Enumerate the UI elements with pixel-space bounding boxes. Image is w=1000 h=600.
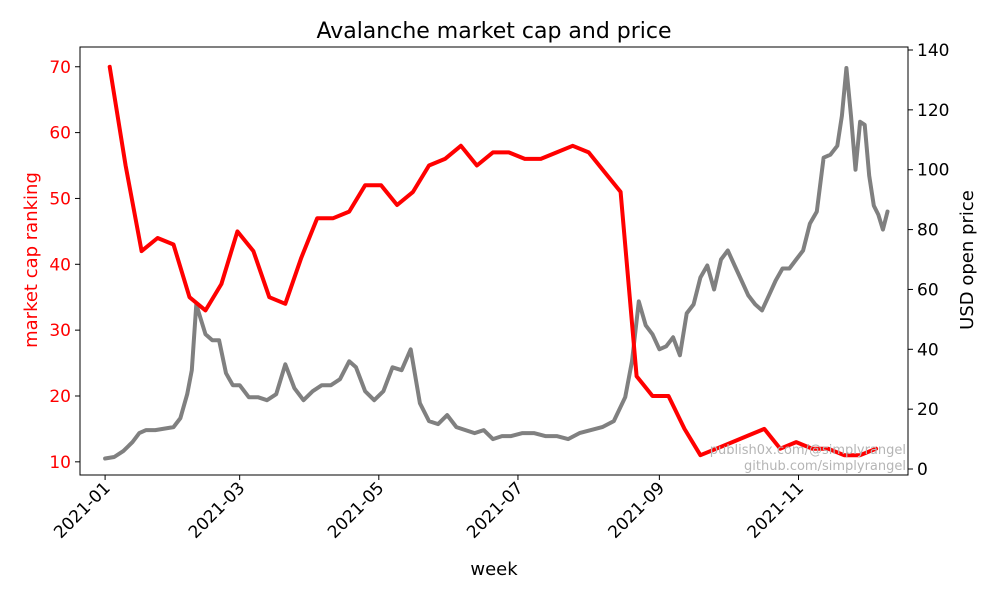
y-right-tick-label: 80 bbox=[917, 221, 939, 241]
x-tick-label: 2021-05 bbox=[324, 478, 388, 542]
y-right-tick-label: 120 bbox=[917, 101, 949, 121]
y-left-tick-label: 10 bbox=[49, 453, 71, 473]
y-left-tick-label: 60 bbox=[49, 124, 71, 144]
plot-frame bbox=[79, 46, 909, 476]
x-tick-label: 2021-03 bbox=[185, 478, 249, 542]
x-tick-label: 2021-09 bbox=[605, 478, 669, 542]
y-right-tick-label: 140 bbox=[917, 41, 949, 61]
x-tick-label: 2021-01 bbox=[50, 478, 114, 542]
x-axis-label: week bbox=[470, 559, 518, 580]
y-right-tick-label: 40 bbox=[917, 340, 939, 360]
market-cap-ranking-line bbox=[107, 64, 879, 458]
y-right-tick-label: 100 bbox=[917, 161, 949, 181]
plot-area bbox=[103, 64, 890, 461]
x-tick-label: 2021-11 bbox=[744, 478, 808, 542]
usd-open-price-line bbox=[103, 66, 890, 461]
y-left-tick-label: 70 bbox=[49, 58, 71, 78]
y-left-tick-label: 30 bbox=[49, 321, 71, 341]
y-left-axis-label: market cap ranking bbox=[21, 172, 42, 348]
y-left-tick-label: 40 bbox=[49, 255, 71, 275]
y-right-tick-label: 60 bbox=[917, 280, 939, 300]
watermark-line-2: github.com/simplyrangel bbox=[744, 459, 906, 474]
y-right-tick-label: 0 bbox=[917, 460, 928, 480]
y-right-tick-label: 20 bbox=[917, 400, 939, 420]
watermark-line-1: publish0x.com/@simplyrangel bbox=[710, 443, 906, 458]
y-left-tick-label: 50 bbox=[49, 189, 71, 209]
x-tick-label: 2021-07 bbox=[463, 478, 527, 542]
y-right-axis-label: USD open price bbox=[957, 190, 978, 330]
chart-title: Avalanche market cap and price bbox=[316, 19, 671, 44]
y-left-tick-label: 20 bbox=[49, 387, 71, 407]
